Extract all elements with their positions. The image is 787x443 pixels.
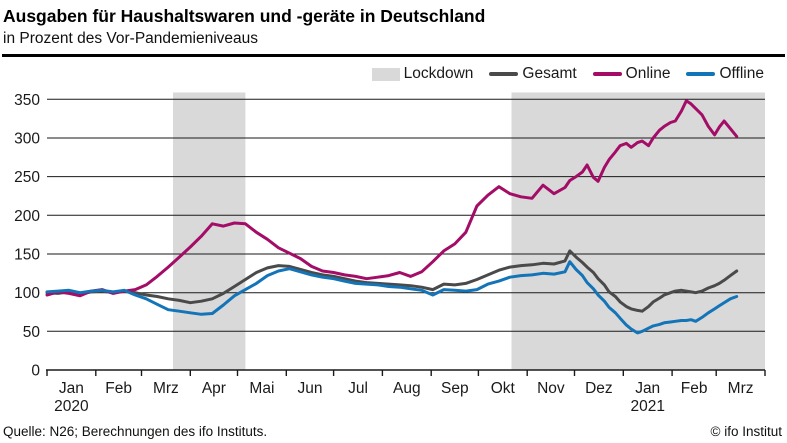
x-tick-label: Feb (681, 380, 708, 397)
x-tick-label: Sep (441, 380, 469, 397)
y-tick-label: 100 (14, 285, 40, 302)
chart-title: Ausgaben für Haushaltswaren und -geräte … (3, 6, 486, 26)
legend-item-offline: Offline (686, 65, 764, 83)
x-tick-label: Okt (491, 380, 516, 397)
legend-label-gesamt: Gesamt (522, 65, 577, 82)
header: Ausgaben für Haushaltswaren und -geräte … (0, 0, 787, 57)
chart-subtitle: in Prozent des Vor-Pandemieniveaus (3, 30, 259, 47)
y-tick-label: 200 (14, 208, 40, 225)
legend-swatch-lockdown (371, 67, 400, 81)
legend: Lockdown Gesamt Online Offline (371, 65, 764, 83)
series-line-online (45, 99, 739, 298)
y-tick-label: 50 (23, 324, 41, 341)
y-tick-label: 350 (14, 92, 40, 109)
x-tick-label: Mai (249, 380, 274, 397)
y-tick-label: 150 (14, 247, 40, 264)
legend-item-online: Online (592, 65, 671, 83)
source-note: Quelle: N26; Berechnungen des ifo Instit… (3, 424, 268, 439)
legend-item-gesamt: Gesamt (489, 65, 577, 83)
series-line-gesamt (45, 249, 739, 313)
legend-label-online: Online (625, 65, 671, 82)
x-tick-label: Jun (298, 380, 323, 397)
legend-swatch-offline (686, 72, 716, 76)
x-tick-label: Nov (537, 380, 565, 397)
x-tick-label: Jan (635, 380, 660, 397)
y-tick-label: 300 (14, 131, 40, 148)
legend-label-lockdown: Lockdown (403, 65, 474, 82)
header-rule (2, 54, 785, 57)
legend-swatch-online (592, 72, 622, 76)
x-tick-label: Mrz (153, 380, 179, 397)
lockdown-band (511, 92, 765, 370)
x-tick-label: Mrz (728, 380, 754, 397)
y-tick-label: 250 (14, 169, 40, 186)
year-label: 2020 (54, 398, 89, 415)
legend-item-lockdown: Lockdown (371, 65, 474, 83)
legend-swatch-gesamt (489, 72, 519, 76)
y-tick-label: 0 (31, 363, 40, 380)
copyright-note: © ifo Institut (710, 424, 782, 439)
series-line-offline (45, 260, 739, 335)
lockdown-band (173, 92, 246, 370)
x-tick-label: Dez (585, 380, 613, 397)
x-tick-label: Jan (59, 380, 84, 397)
x-tick-label: Aug (393, 380, 421, 397)
year-label: 2021 (630, 398, 664, 415)
x-tick-label: Feb (105, 380, 132, 397)
legend-label-offline: Offline (719, 65, 764, 82)
x-tick-label: Jul (348, 380, 368, 397)
x-tick-label: Apr (202, 380, 226, 397)
